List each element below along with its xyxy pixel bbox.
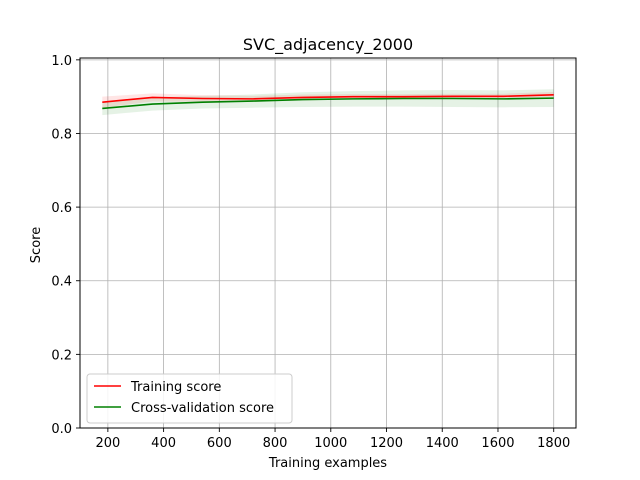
series-line-1 bbox=[102, 94, 554, 103]
x-axis-title: Training examples bbox=[268, 456, 387, 471]
x-tick-label: 1400 bbox=[426, 436, 459, 451]
y-tick-label: 0.8 bbox=[51, 127, 72, 142]
x-tick-label: 800 bbox=[263, 436, 288, 451]
x-tick-label: 1800 bbox=[537, 436, 570, 451]
legend-label-2: Cross-validation score bbox=[131, 401, 274, 416]
x-tick-label: 600 bbox=[207, 436, 232, 451]
x-tick-label: 1000 bbox=[314, 436, 347, 451]
legend-box bbox=[86, 373, 293, 424]
legend-label-1: Training score bbox=[130, 380, 221, 395]
x-tick-label: 200 bbox=[95, 436, 120, 451]
x-tick-label: 1600 bbox=[481, 436, 514, 451]
plot-frame bbox=[79, 57, 577, 429]
y-axis-title: Score bbox=[29, 227, 44, 263]
series-band-2 bbox=[102, 89, 554, 116]
y-tick-label: 1.0 bbox=[51, 54, 72, 69]
plot-area: 200 400 600 800 1000 1200 1400 1600 1800 0.0 0.2 0.… bbox=[51, 54, 577, 451]
y-tick-label: 0.6 bbox=[51, 201, 72, 216]
y-tick-label: 0.4 bbox=[51, 275, 72, 290]
chart-title: SVC_adjacency_2000 bbox=[243, 35, 413, 55]
y-tick-label: 0.2 bbox=[51, 348, 72, 363]
x-tick-label: 1200 bbox=[370, 436, 403, 451]
series-line-2 bbox=[102, 97, 554, 110]
x-tick-label: 400 bbox=[151, 436, 176, 451]
y-tick-label: 0.0 bbox=[51, 422, 72, 437]
